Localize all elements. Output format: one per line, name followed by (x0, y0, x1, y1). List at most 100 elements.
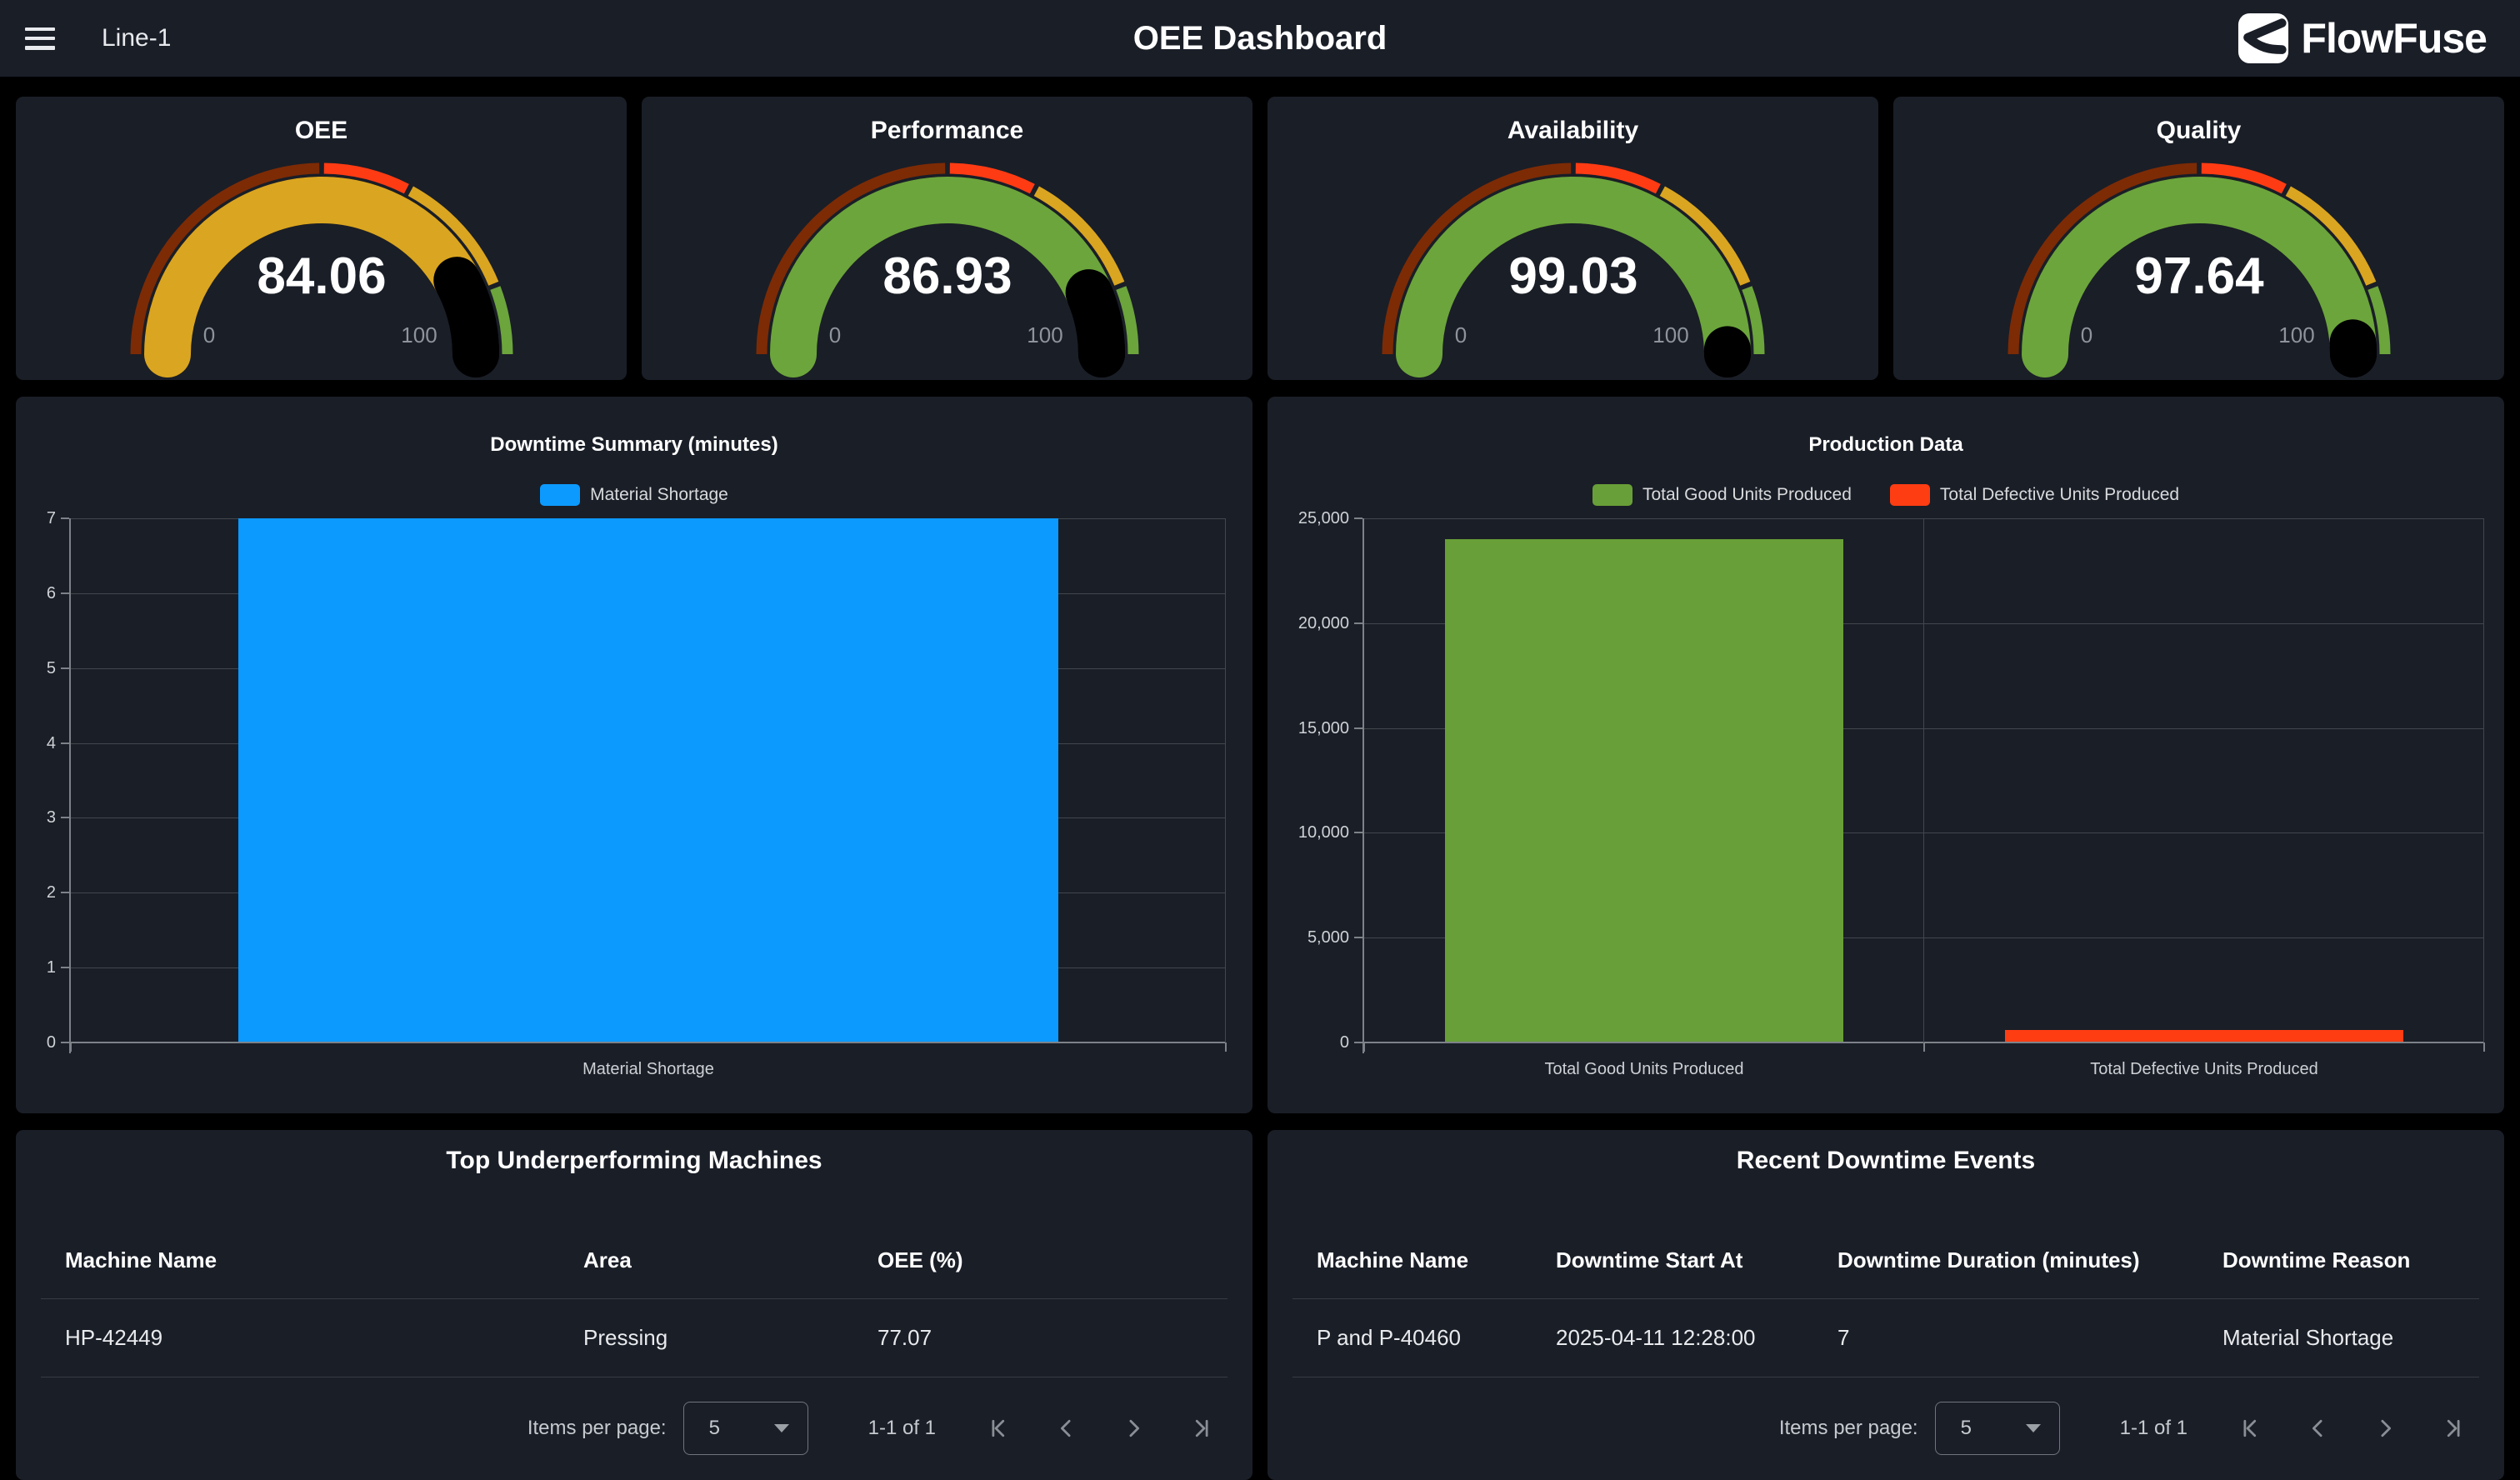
legend-item-good-units[interactable]: Total Good Units Produced (1592, 484, 1852, 506)
gauge-max-label: 100 (401, 322, 437, 348)
top-bar: Line-1 OEE Dashboard FlowFuse (0, 0, 2520, 77)
y-tick (61, 892, 69, 893)
legend-label: Total Defective Units Produced (1940, 485, 2179, 505)
legend-swatch (540, 484, 580, 506)
chart-title: Production Data (1268, 433, 2504, 457)
caret-down-icon (774, 1424, 789, 1432)
column-header: Machine Name (65, 1238, 565, 1282)
downtime-summary-chart-card: Downtime Summary (minutes) Material Shor… (16, 397, 1252, 1113)
chart-legend: Material Shortage (16, 484, 1252, 506)
category-split-line (1923, 518, 1924, 1042)
x-tick (2483, 1042, 2485, 1052)
cell-area: Pressing (583, 1316, 858, 1359)
next-page-icon[interactable] (2372, 1416, 2398, 1441)
gauge-remainder-arc (2352, 342, 2353, 354)
y-tick (61, 742, 69, 744)
gauge-max-label: 100 (1027, 322, 1062, 348)
previous-page-icon[interactable] (1054, 1416, 1079, 1441)
cell-downtime-start: 2025-04-11 12:28:00 (1556, 1316, 1822, 1359)
gauge-min-label: 0 (828, 322, 840, 348)
divider (1292, 1377, 2479, 1378)
column-header: Downtime Reason (2222, 1238, 2472, 1282)
y-tick-label: 15,000 (1271, 717, 1349, 740)
cell-machine-name: P and P-40460 (1317, 1316, 1542, 1359)
first-page-icon[interactable] (2239, 1416, 2264, 1441)
divider (41, 1298, 1228, 1299)
y-tick (1354, 1042, 1362, 1043)
y-tick (61, 1042, 69, 1043)
page-size-select[interactable]: 5 (683, 1402, 808, 1455)
divider (41, 1377, 1228, 1378)
first-page-icon[interactable] (988, 1416, 1012, 1441)
x-tick (1923, 1042, 1925, 1052)
y-axis-line (69, 518, 71, 1053)
y-tick (1354, 728, 1362, 729)
legend-label: Material Shortage (590, 485, 728, 505)
gridline (1364, 518, 2484, 519)
category-split-line (1225, 518, 1226, 1042)
bar (238, 518, 1058, 1042)
cell-downtime-reason: Material Shortage (2222, 1316, 2472, 1359)
last-page-icon[interactable] (1188, 1416, 1212, 1441)
gauge-max-label: 100 (2278, 322, 2314, 348)
column-header: Machine Name (1317, 1238, 1542, 1282)
brand-logo: FlowFuse (2238, 0, 2487, 77)
gauge-min-label: 0 (1454, 322, 1466, 348)
gauge-value: 97.64 (2134, 248, 2264, 305)
last-page-icon[interactable] (2439, 1416, 2464, 1441)
gauge-remainder-arc (457, 280, 476, 354)
y-tick-label: 25,000 (1271, 507, 1349, 530)
x-tick (1363, 1042, 1365, 1052)
flowfuse-logo-icon (2238, 12, 2289, 64)
y-tick-label: 1 (0, 956, 56, 979)
y-tick (1354, 937, 1362, 938)
items-per-page-label: Items per page: (1779, 1417, 1918, 1440)
legend-label: Total Good Units Produced (1642, 485, 1852, 505)
page-size-value: 5 (709, 1417, 720, 1440)
x-tick (70, 1042, 72, 1052)
y-tick (61, 967, 69, 968)
pagination-range: 1-1 of 1 (2120, 1417, 2188, 1440)
column-header: Area (583, 1238, 858, 1282)
y-axis-line (1362, 518, 1364, 1053)
gauge-title: Performance (642, 117, 1252, 145)
y-tick-label: 5,000 (1271, 926, 1349, 949)
legend-item-defective-units[interactable]: Total Defective Units Produced (1890, 484, 2179, 506)
column-header: Downtime Start At (1556, 1238, 1822, 1282)
table-title: Top Underperforming Machines (16, 1147, 1252, 1175)
caret-down-icon (2026, 1424, 2041, 1432)
cell-downtime-duration: 7 (1838, 1316, 2204, 1359)
category-split-line (2483, 518, 2484, 1042)
bar (2005, 1030, 2402, 1042)
page-size-select[interactable]: 5 (1935, 1402, 2060, 1455)
gauge-title: OEE (16, 117, 627, 145)
top-underperforming-machines-card: Top Underperforming Machines Machine Nam… (16, 1130, 1252, 1480)
table-title: Recent Downtime Events (1268, 1147, 2504, 1175)
legend-swatch (1592, 484, 1632, 506)
legend-item-material-shortage[interactable]: Material Shortage (540, 484, 728, 506)
y-tick-label: 0 (0, 1031, 56, 1054)
y-tick-label: 7 (0, 507, 56, 530)
y-tick-label: 0 (1271, 1031, 1349, 1054)
y-tick-label: 10,000 (1271, 821, 1349, 844)
pagination-bar: Items per page: 5 1-1 of 1 (1779, 1398, 2464, 1458)
y-tick (1354, 518, 1362, 519)
cell-oee: 77.07 (878, 1316, 1128, 1359)
y-tick (61, 668, 69, 669)
x-category-label: Total Defective Units Produced (1924, 1058, 2484, 1081)
items-per-page-label: Items per page: (528, 1417, 667, 1440)
pagination-bar: Items per page: 5 1-1 of 1 (528, 1398, 1212, 1458)
column-header: Downtime Duration (minutes) (1838, 1238, 2204, 1282)
previous-page-icon[interactable] (2306, 1416, 2331, 1441)
bar (1445, 539, 1842, 1042)
chart-legend: Total Good Units Produced Total Defectiv… (1268, 484, 2504, 506)
y-tick-label: 2 (0, 881, 56, 904)
next-page-icon[interactable] (1121, 1416, 1146, 1441)
y-tick (1354, 832, 1362, 833)
